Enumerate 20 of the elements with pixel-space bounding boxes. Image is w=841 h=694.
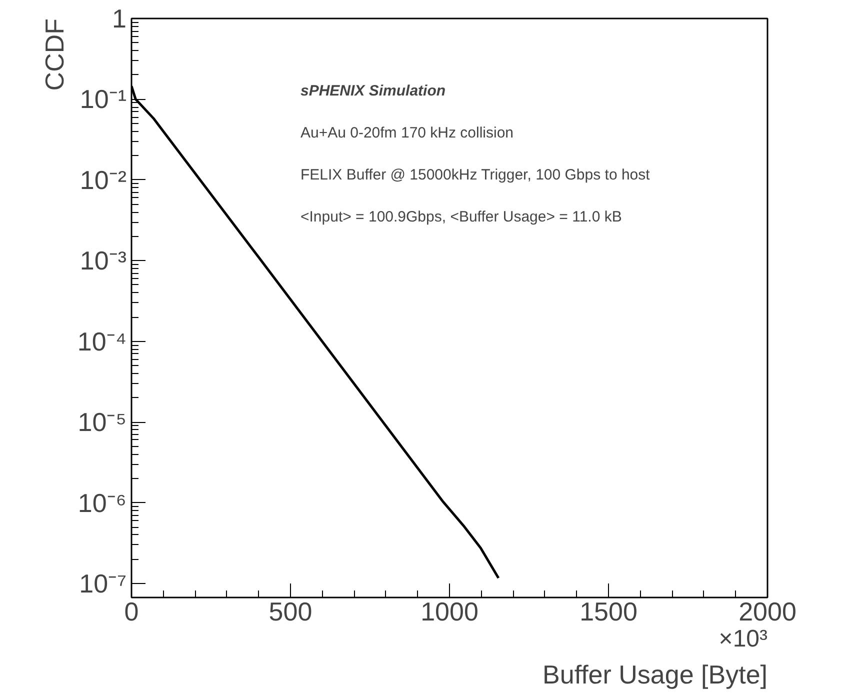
annotation: <Input> = 100.9Gbps, <Buffer Usage> = 11.0 kB <box>300 208 622 226</box>
y-tick-label: 10⁻¹ <box>80 84 127 114</box>
y-tick-label: 10⁻⁷ <box>79 568 126 598</box>
y-tick-label: 10⁻² <box>80 164 127 195</box>
x-tick-label: 1000 <box>420 596 478 626</box>
annotation: Au+Au 0-20fm 170 kHz collision <box>300 124 514 142</box>
y-tick-label: 10⁻⁶ <box>78 488 127 518</box>
text: ×10³ <box>718 626 768 652</box>
x-axis-title: Buffer Usage [Byte] <box>542 660 768 690</box>
y-axis-title: CCDF <box>40 18 70 91</box>
x-tick-label: 0 <box>124 596 139 626</box>
x-tick-label: 500 <box>268 596 312 626</box>
y-tick-label: 1 <box>112 4 127 34</box>
y-tick-label: 10⁻³ <box>80 246 127 276</box>
x-tick-label: 1500 <box>580 596 638 626</box>
annotation: sPHENIX Simulation <box>300 82 446 100</box>
annotation: FELIX Buffer @ 15000kHz Trigger, 100 Gbps to host <box>300 166 651 184</box>
x-tick-label: 2000 <box>738 596 796 626</box>
y-tick-label: 10⁻⁵ <box>78 407 127 438</box>
y-tick-label: 10⁻⁴ <box>77 326 126 356</box>
